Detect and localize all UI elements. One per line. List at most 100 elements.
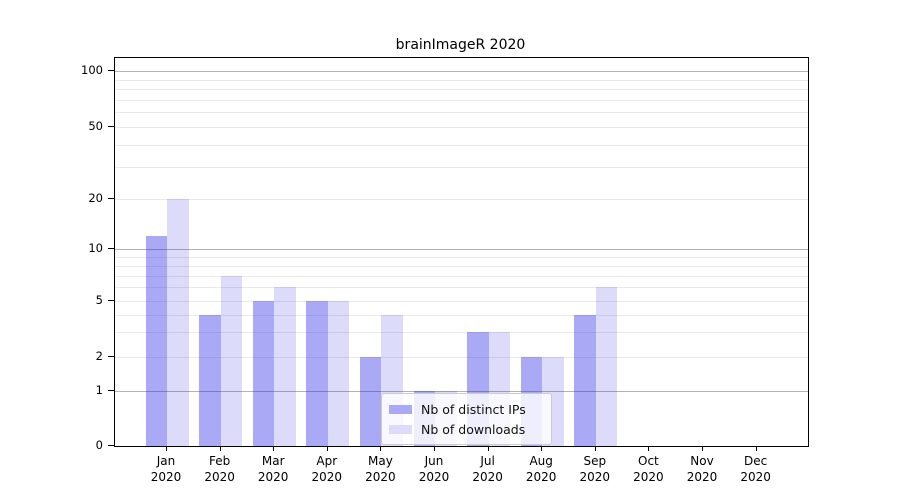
bar-distinct-ips-sep — [574, 314, 596, 446]
bar-distinct-ips-apr — [306, 301, 328, 446]
bar-downloads-apr — [327, 301, 350, 446]
y-gridline-5 — [115, 300, 808, 302]
y-tick-label-50: 50 — [88, 119, 103, 133]
x-tick-mark-dec — [755, 446, 757, 451]
x-tick-label-year: 2020 — [257, 470, 289, 484]
x-tick-mark-nov — [702, 446, 703, 451]
legend-row-downloads: Nb of downloads — [389, 419, 545, 439]
x-tick-mark-may — [380, 446, 382, 451]
x-tick-label-month: Sep — [583, 454, 607, 468]
y-gridline-50 — [115, 126, 808, 128]
y-gridline-8 — [115, 265, 808, 267]
x-tick-label-jan: Jan 2020 — [134, 453, 198, 485]
x-tick-label-month: Jan — [156, 454, 176, 468]
legend: Nb of distinct IPs Nb of downloads — [381, 393, 552, 445]
x-tick-label-year: 2020 — [418, 470, 450, 484]
legend-label-distinct-ips: Nb of distinct IPs — [421, 401, 526, 417]
x-tick-label-month: Feb — [208, 454, 231, 468]
x-tick-label-year: 2020 — [633, 470, 664, 484]
x-tick-mark-oct — [648, 446, 650, 451]
x-tick-label-year: 2020 — [686, 470, 718, 484]
bar-distinct-ips-mar — [252, 301, 275, 446]
y-gridline-1 — [115, 390, 808, 392]
y-gridline-30 — [115, 166, 808, 168]
x-tick-label-month: Jul — [480, 454, 495, 468]
x-tick-label-sep: Sep 2020 — [563, 453, 627, 485]
y-gridline-80 — [115, 88, 808, 90]
x-tick-label-month: Oct — [638, 454, 659, 468]
x-tick-label-year: 2020 — [311, 470, 343, 484]
x-tick-label-jul: Jul 2020 — [456, 453, 520, 485]
y-gridline-7 — [115, 275, 808, 277]
y-tick-mark-50 — [108, 126, 114, 127]
x-tick-label-month: Dec — [743, 454, 768, 468]
x-tick-label-month: Apr — [316, 454, 338, 468]
plot-area: Nb of distinct IPs Nb of downloads — [114, 57, 809, 447]
y-gridline-20 — [115, 198, 808, 200]
x-tick-mark-jan — [166, 446, 167, 451]
bar-downloads-feb — [220, 275, 243, 446]
bar-downloads-jan — [167, 198, 189, 446]
x-tick-label-year: 2020 — [525, 470, 557, 484]
x-tick-mark-apr — [326, 446, 328, 451]
x-tick-label-month: Jun — [424, 454, 444, 468]
x-tick-label-year: 2020 — [150, 470, 182, 484]
x-tick-label-month: Nov — [690, 454, 714, 468]
x-tick-label-year: 2020 — [204, 470, 235, 484]
y-gridline-90 — [115, 79, 808, 81]
y-gridline-6 — [115, 286, 808, 288]
x-tick-mark-feb — [219, 446, 221, 451]
y-tick-mark-1 — [108, 390, 114, 391]
x-tick-label-month: Mar — [261, 454, 285, 468]
chart-title: brainImageR 2020 — [395, 37, 526, 53]
x-tick-label-mar: Mar 2020 — [241, 453, 305, 485]
x-tick-label-feb: Feb 2020 — [188, 453, 252, 485]
bar-distinct-ips-feb — [199, 314, 221, 446]
x-tick-label-year: 2020 — [740, 470, 771, 484]
y-gridline-4 — [115, 314, 808, 316]
y-gridline-10 — [115, 248, 808, 250]
x-tick-label-year: 2020 — [365, 470, 396, 484]
y-tick-mark-20 — [108, 198, 114, 199]
y-tick-mark-5 — [108, 300, 114, 301]
y-gridline-60 — [115, 111, 808, 113]
y-gridline-100 — [115, 70, 808, 72]
y-tick-label-20: 20 — [88, 191, 103, 205]
x-tick-label-jun: Jun 2020 — [402, 453, 466, 485]
y-tick-label-0: 0 — [95, 438, 103, 452]
legend-swatch-downloads — [389, 424, 412, 434]
x-tick-mark-mar — [273, 446, 275, 451]
legend-row-distinct-ips: Nb of distinct IPs — [389, 399, 545, 419]
legend-label-downloads: Nb of downloads — [421, 421, 526, 437]
y-tick-mark-0 — [108, 445, 114, 446]
y-tick-label-2: 2 — [95, 349, 103, 363]
x-tick-label-nov: Nov 2020 — [670, 453, 734, 485]
x-tick-mark-jun — [434, 446, 435, 451]
y-tick-mark-10 — [108, 248, 114, 249]
bar-downloads-mar — [274, 287, 296, 446]
x-tick-label-dec: Dec 2020 — [724, 453, 788, 485]
x-tick-label-aug: Aug 2020 — [509, 453, 573, 485]
x-tick-mark-aug — [541, 446, 543, 451]
bar-distinct-ips-jan — [145, 235, 167, 446]
y-tick-label-5: 5 — [95, 293, 103, 307]
x-tick-label-year: 2020 — [472, 470, 503, 484]
y-tick-label-10: 10 — [88, 241, 103, 255]
x-tick-label-month: May — [367, 454, 393, 468]
x-tick-label-year: 2020 — [579, 470, 611, 484]
x-tick-mark-jul — [487, 446, 489, 451]
y-gridline-9 — [115, 256, 808, 258]
x-tick-label-may: May 2020 — [348, 453, 412, 485]
x-tick-label-apr: Apr 2020 — [295, 453, 359, 485]
x-tick-label-oct: Oct 2020 — [616, 453, 680, 485]
bar-downloads-sep — [595, 287, 618, 446]
y-gridline-3 — [115, 331, 808, 333]
x-tick-label-month: Aug — [529, 454, 553, 468]
y-tick-mark-2 — [108, 356, 114, 357]
x-tick-mark-sep — [594, 446, 596, 451]
y-gridline-2 — [115, 356, 808, 358]
bar-distinct-ips-may — [359, 356, 382, 446]
y-tick-label-100: 100 — [81, 63, 103, 77]
y-gridline-40 — [115, 144, 808, 146]
